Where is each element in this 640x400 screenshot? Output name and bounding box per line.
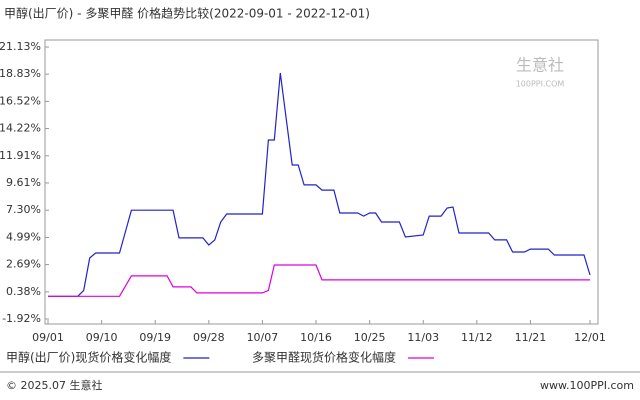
x-tick-label: 09/01	[32, 331, 64, 344]
plot-frame	[44, 39, 599, 325]
chart-title: 甲醇(出厂价) - 多聚甲醛 价格趋势比较(2022-09-01 - 2022-…	[4, 6, 370, 21]
x-tick-label: 11/21	[515, 331, 547, 344]
x-tick-label: 09/19	[139, 331, 171, 344]
x-tick-label: 10/07	[247, 331, 279, 344]
legend-label: 多聚甲醛现货价格变化幅度	[252, 350, 396, 365]
series-line	[48, 264, 590, 297]
y-tick-label: 2.69%	[6, 258, 41, 271]
x-tick-label: 11/12	[461, 331, 493, 344]
x-tick-label: 09/28	[193, 331, 225, 344]
y-tick-label: 21.13%	[0, 40, 41, 53]
y-tick-label: 11.91%	[0, 149, 41, 162]
x-tick-label: 12/01	[574, 331, 606, 344]
footer-left: © 2025.07 生意社	[6, 378, 102, 392]
watermark-url: 100PPI.COM	[516, 80, 565, 89]
y-tick-label: 14.22%	[0, 122, 41, 135]
watermark: 生意社	[516, 56, 564, 75]
legend-label: 甲醇(出厂价)现货价格变化幅度	[6, 350, 171, 365]
y-tick-label: 4.99%	[6, 230, 41, 243]
series-line	[48, 72, 591, 297]
y-tick-label: -1.92%	[2, 312, 41, 325]
footer-right: www.100PPI.com	[540, 379, 634, 392]
y-tick-label: 9.61%	[6, 176, 41, 189]
y-tick-label: 0.38%	[6, 285, 41, 298]
x-tick-label: 10/16	[300, 331, 332, 344]
x-tick-label: 10/25	[354, 331, 386, 344]
y-tick-label: 7.30%	[6, 203, 41, 216]
x-tick-label: 11/03	[407, 331, 439, 344]
y-tick-label: 16.52%	[0, 94, 41, 107]
x-tick-label: 09/10	[86, 331, 118, 344]
y-tick-label: 18.83%	[0, 67, 41, 80]
